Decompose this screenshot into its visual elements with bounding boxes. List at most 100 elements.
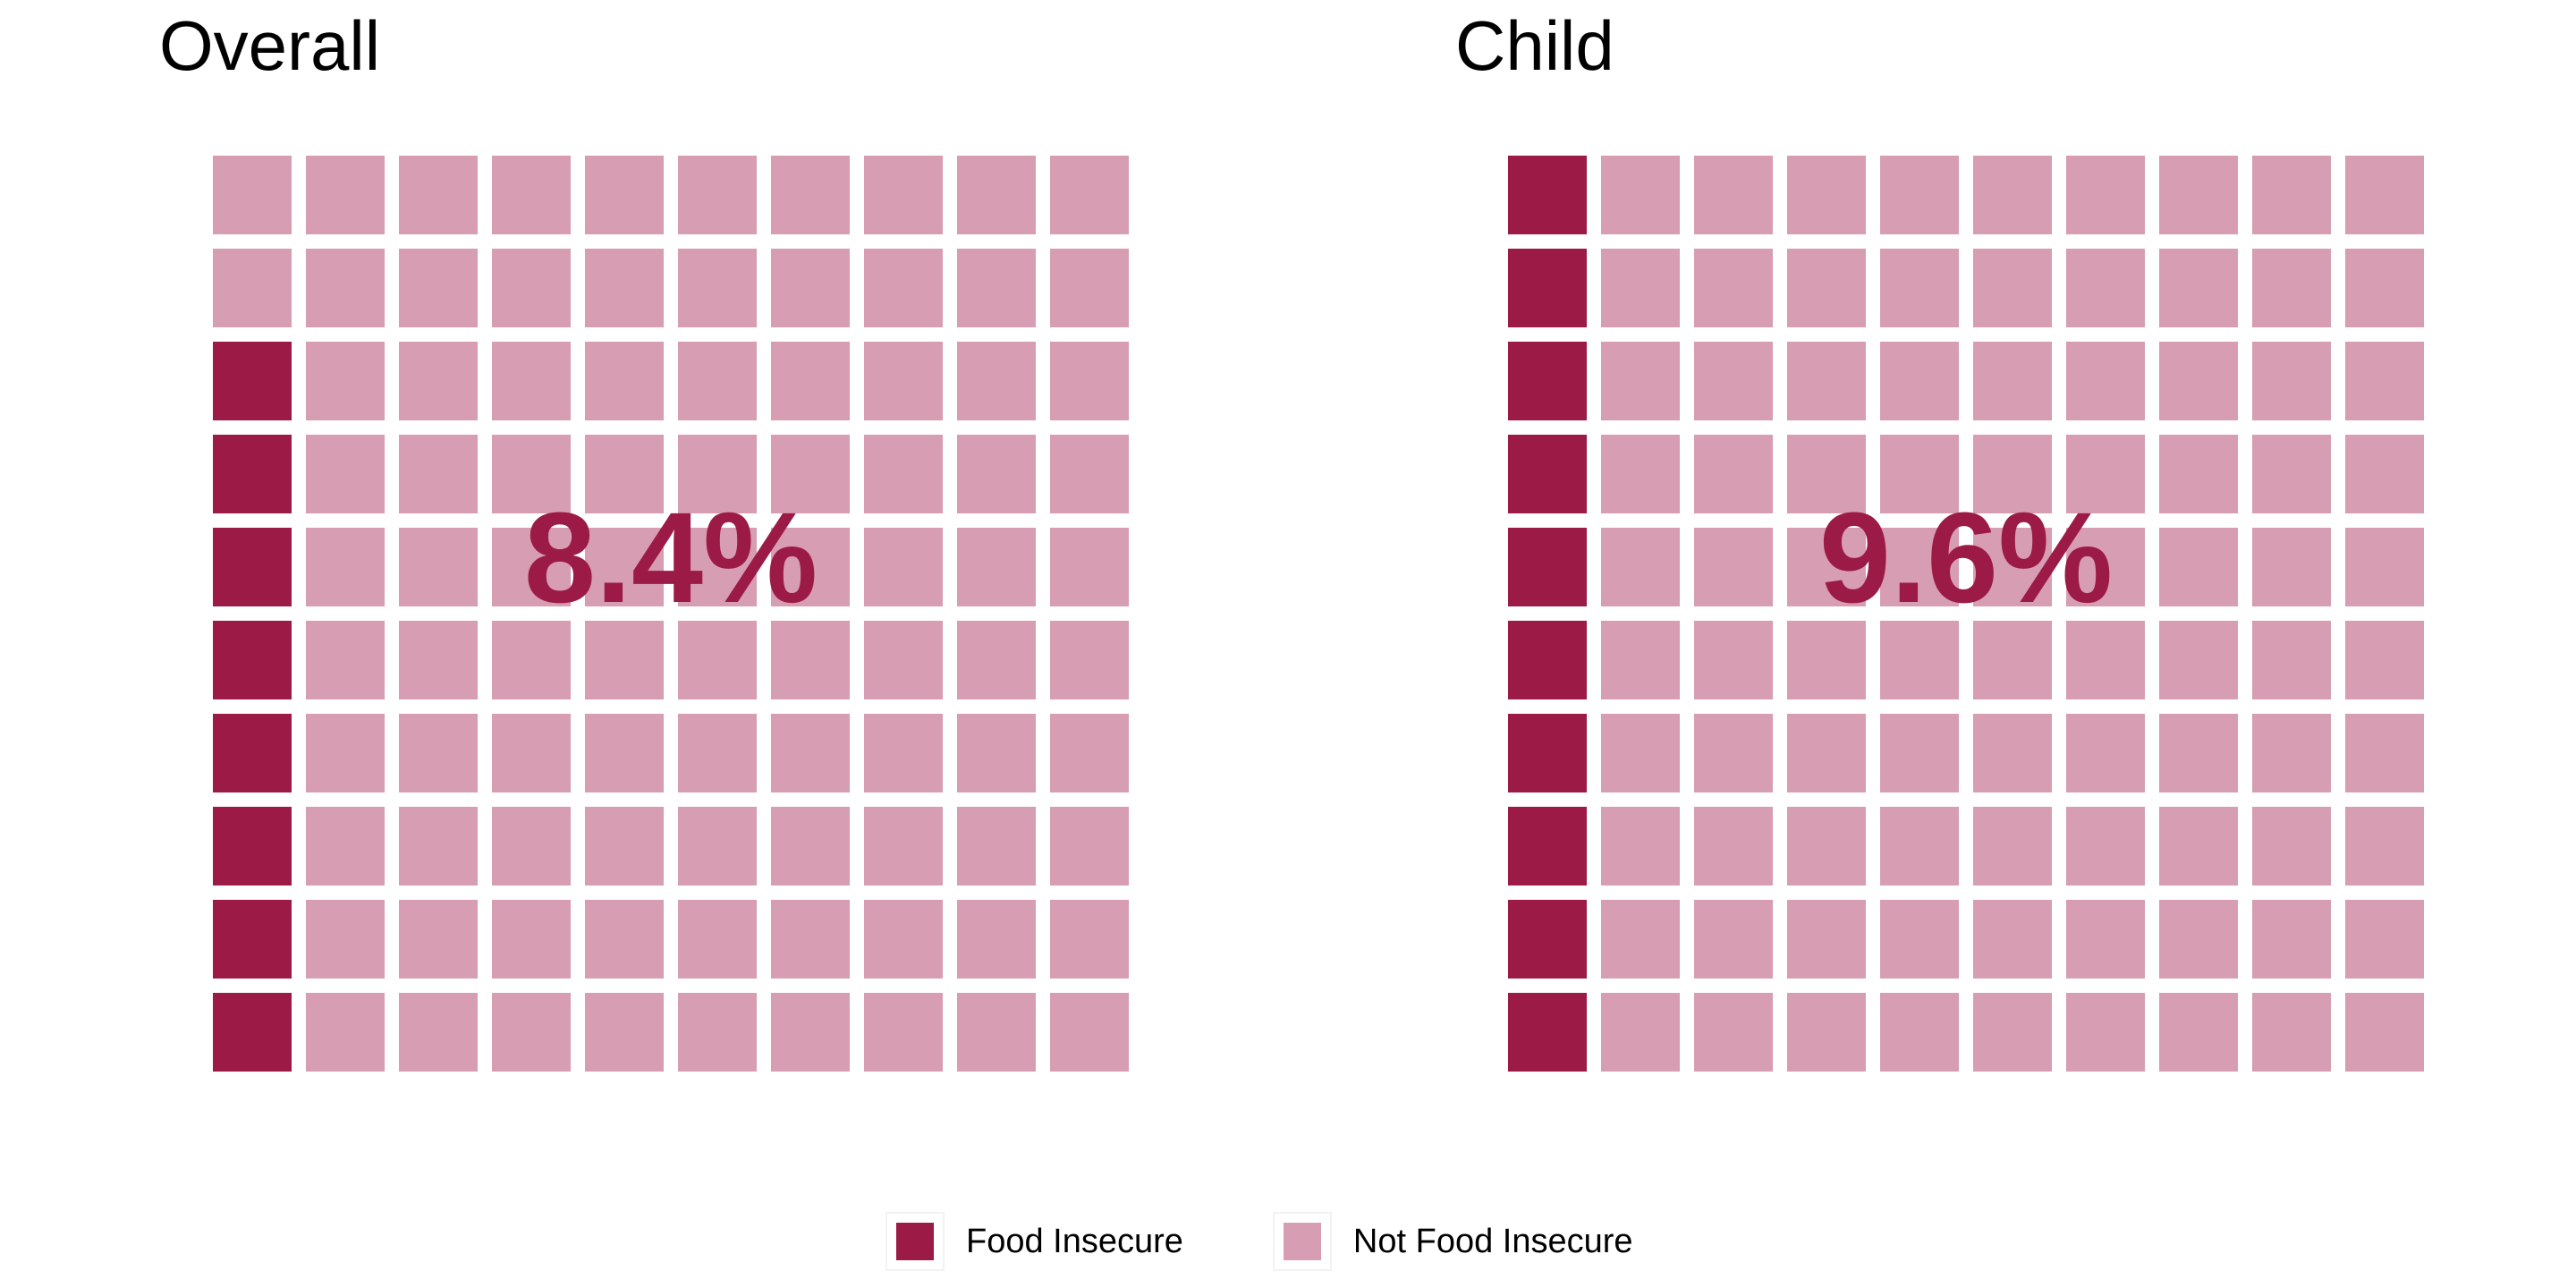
waffle-cell-not-food-insecure [1973, 435, 2052, 513]
legend-key-not-food-insecure [1272, 1212, 1332, 1271]
waffle-cell-not-food-insecure [1050, 714, 1129, 792]
waffle-cell-not-food-insecure [678, 714, 757, 792]
waffle-cell-not-food-insecure [306, 807, 385, 886]
waffle-cell-not-food-insecure [1787, 342, 1866, 420]
waffle-cell-not-food-insecure [2066, 621, 2145, 699]
waffle-cell-not-food-insecure [1050, 621, 1129, 699]
waffle-cell-food-insecure [213, 714, 292, 792]
waffle-cell-not-food-insecure [1601, 342, 1680, 420]
waffle-cell-not-food-insecure [1787, 807, 1866, 886]
waffle-cell-not-food-insecure [957, 714, 1036, 792]
waffle-cell-not-food-insecure [2345, 156, 2424, 234]
waffle-cell-not-food-insecure [864, 342, 943, 420]
waffle-cell-not-food-insecure [492, 342, 571, 420]
waffle-cell-not-food-insecure [1880, 528, 1959, 606]
waffle-cell-not-food-insecure [1880, 900, 1959, 979]
waffle-cell-not-food-insecure [1973, 621, 2052, 699]
waffle-cell-not-food-insecure [2066, 435, 2145, 513]
waffle-cell-not-food-insecure [1787, 435, 1866, 513]
waffle-cell-not-food-insecure [1050, 156, 1129, 234]
waffle-cell-not-food-insecure [1787, 156, 1866, 234]
waffle-cell-not-food-insecure [1973, 714, 2052, 792]
waffle-cell-not-food-insecure [2252, 807, 2331, 886]
waffle-cell-not-food-insecure [1050, 528, 1129, 606]
waffle-cell-not-food-insecure [2345, 342, 2424, 420]
waffle-cell-not-food-insecure [585, 714, 664, 792]
waffle-cell-food-insecure [1508, 342, 1587, 420]
waffle-cell-not-food-insecure [1601, 714, 1680, 792]
waffle-cell-not-food-insecure [306, 342, 385, 420]
waffle-cell-not-food-insecure [2159, 807, 2238, 886]
waffle-cell-not-food-insecure [585, 900, 664, 979]
waffle-cell-not-food-insecure [306, 714, 385, 792]
legend-item-food-insecure: Food Insecure [886, 1212, 1183, 1271]
waffle-cell-not-food-insecure [306, 528, 385, 606]
waffle-cell-not-food-insecure [1973, 528, 2052, 606]
waffle-cell-not-food-insecure [2066, 900, 2145, 979]
waffle-cell-not-food-insecure [2345, 993, 2424, 1072]
waffle-cell-not-food-insecure [1973, 993, 2052, 1072]
waffle-cell-not-food-insecure [213, 156, 292, 234]
waffle-cell-not-food-insecure [1880, 993, 1959, 1072]
waffle-cell-not-food-insecure [492, 714, 571, 792]
waffle-grid-child [1508, 156, 2424, 1072]
waffle-cell-not-food-insecure [306, 993, 385, 1072]
chart-title-child: Child [1455, 6, 1614, 85]
waffle-cell-not-food-insecure [678, 993, 757, 1072]
waffle-cell-not-food-insecure [678, 528, 757, 606]
waffle-cell-food-insecure [213, 993, 292, 1072]
waffle-cell-food-insecure [1508, 900, 1587, 979]
waffle-cell-not-food-insecure [1050, 993, 1129, 1072]
waffle-cell-not-food-insecure [1694, 621, 1773, 699]
waffle-cell-not-food-insecure [399, 435, 478, 513]
waffle-cell-not-food-insecure [1787, 993, 1866, 1072]
waffle-cell-not-food-insecure [1694, 342, 1773, 420]
waffle-cell-not-food-insecure [2345, 621, 2424, 699]
waffle-cell-not-food-insecure [1973, 342, 2052, 420]
waffle-cell-not-food-insecure [1694, 249, 1773, 327]
waffle-cell-not-food-insecure [2345, 435, 2424, 513]
legend-label-food-insecure: Food Insecure [966, 1222, 1183, 1260]
waffle-cell-not-food-insecure [2159, 900, 2238, 979]
waffle-cell-not-food-insecure [2345, 249, 2424, 327]
waffle-cell-not-food-insecure [864, 714, 943, 792]
waffle-cell-food-insecure [1508, 156, 1587, 234]
waffle-cell-not-food-insecure [399, 900, 478, 979]
waffle-cell-not-food-insecure [864, 156, 943, 234]
waffle-cell-not-food-insecure [1973, 156, 2052, 234]
waffle-cell-not-food-insecure [1973, 900, 2052, 979]
waffle-cell-not-food-insecure [957, 156, 1036, 234]
waffle-cell-not-food-insecure [306, 900, 385, 979]
waffle-cell-not-food-insecure [2066, 993, 2145, 1072]
waffle-cell-food-insecure [213, 900, 292, 979]
waffle-cell-not-food-insecure [2252, 993, 2331, 1072]
waffle-cell-not-food-insecure [1880, 714, 1959, 792]
waffle-cell-not-food-insecure [492, 156, 571, 234]
waffle-cell-not-food-insecure [771, 714, 850, 792]
waffle-cell-not-food-insecure [306, 621, 385, 699]
waffle-cell-not-food-insecure [2252, 900, 2331, 979]
waffle-cell-not-food-insecure [2066, 528, 2145, 606]
waffle-cell-not-food-insecure [1694, 156, 1773, 234]
waffle-cell-not-food-insecure [1601, 900, 1680, 979]
waffle-cell-not-food-insecure [1694, 435, 1773, 513]
waffle-cell-not-food-insecure [2252, 435, 2331, 513]
waffle-cell-not-food-insecure [1050, 807, 1129, 886]
waffle-cell-not-food-insecure [864, 528, 943, 606]
waffle-cell-not-food-insecure [771, 249, 850, 327]
waffle-cell-food-insecure [1508, 993, 1587, 1072]
chart-title-overall: Overall [159, 6, 381, 85]
waffle-cell-not-food-insecure [306, 156, 385, 234]
waffle-cell-not-food-insecure [2345, 900, 2424, 979]
waffle-cell-not-food-insecure [399, 528, 478, 606]
waffle-cell-not-food-insecure [585, 993, 664, 1072]
waffle-cell-not-food-insecure [585, 528, 664, 606]
waffle-cell-not-food-insecure [957, 621, 1036, 699]
legend-item-not-food-insecure: Not Food Insecure [1272, 1212, 1633, 1271]
waffle-cell-not-food-insecure [2345, 528, 2424, 606]
legend-swatch-not-food-insecure [1283, 1223, 1321, 1260]
legend-label-not-food-insecure: Not Food Insecure [1352, 1222, 1633, 1260]
waffle-cell-not-food-insecure [585, 435, 664, 513]
waffle-cell-not-food-insecure [771, 621, 850, 699]
waffle-cell-not-food-insecure [1787, 900, 1866, 979]
